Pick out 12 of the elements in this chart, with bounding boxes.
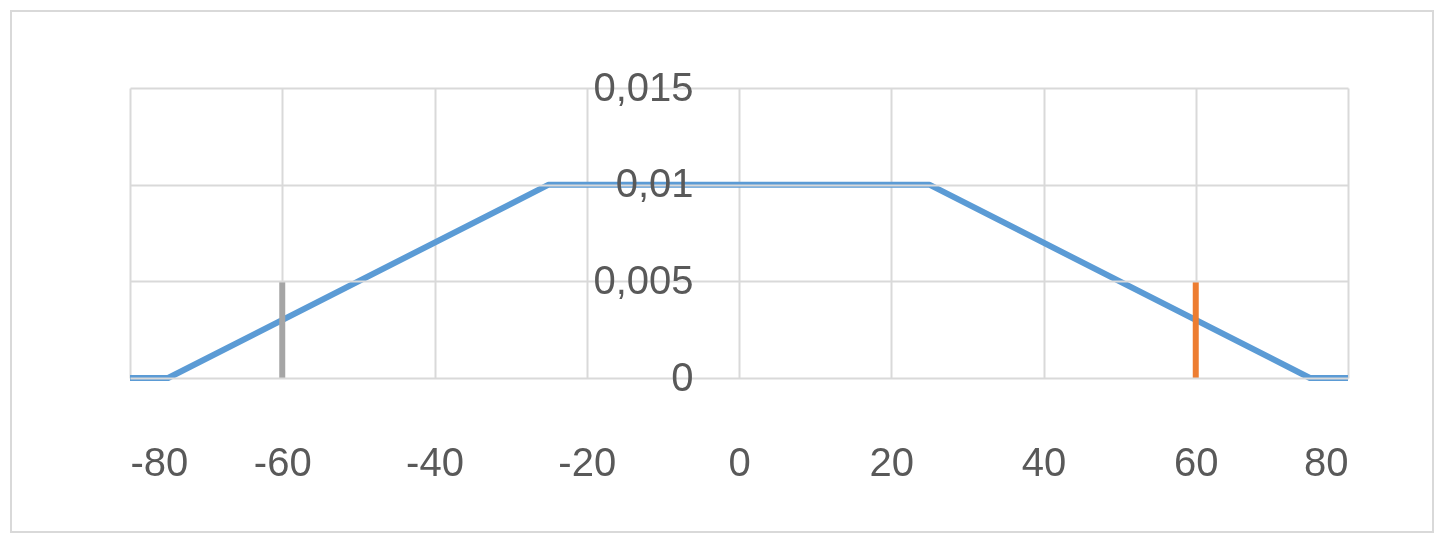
y-tick-label: 0,005 xyxy=(593,257,694,302)
x-tick-label: -40 xyxy=(406,439,464,484)
y-tick-label: 0,015 xyxy=(593,64,694,109)
x-tick-label: 20 xyxy=(869,439,914,484)
x-tick-label: 40 xyxy=(1021,439,1067,484)
x-tick-label: -80 xyxy=(130,439,189,484)
y-tick-label: 0 xyxy=(671,354,694,399)
x-tick-label: -20 xyxy=(558,439,617,484)
x-tick-label: -60 xyxy=(253,439,312,484)
x-tick-label: 60 xyxy=(1174,439,1219,484)
x-tick-label: 80 xyxy=(1304,439,1349,484)
x-tick-label: 0 xyxy=(728,439,751,484)
